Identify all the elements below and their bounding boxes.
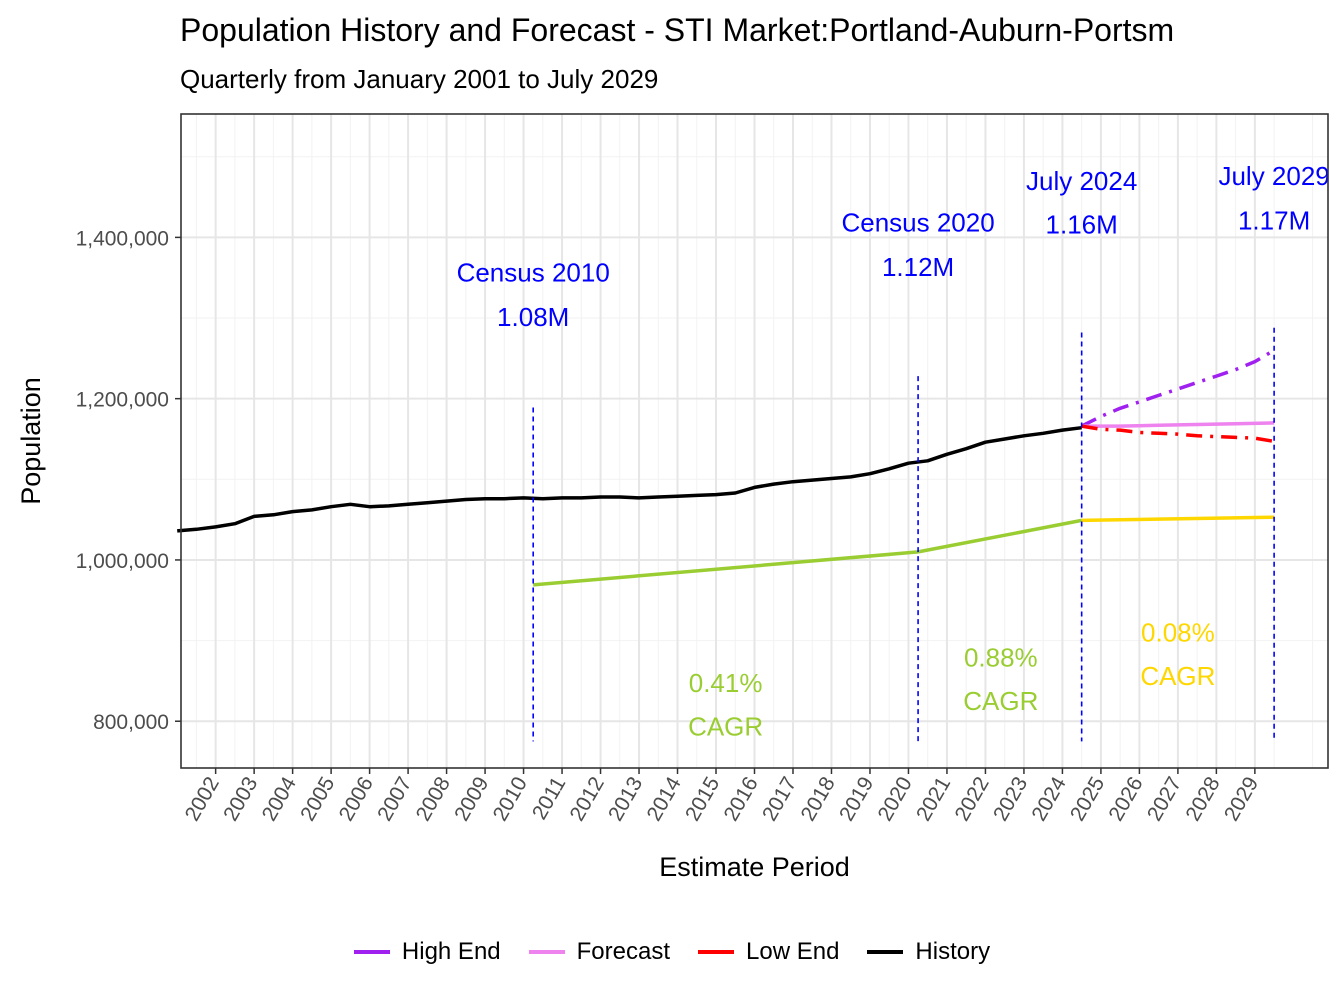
chart-subtitle: Quarterly from January 2001 to July 2029 [180,64,659,94]
legend-item-history: History [867,938,990,966]
legend-label-high-end: High End [401,938,501,965]
x-tick-label: 2012 [566,773,609,825]
x-tick-label: 2014 [643,773,686,825]
x-tick-label: 2003 [219,773,262,825]
x-tick-label: 2002 [181,773,224,825]
annotation-label: 0.08% [1141,617,1215,647]
series-line-census-2010-to-2020-trend [533,550,919,587]
x-tick-label: 2025 [1066,773,1109,825]
y-tick-label: 1,200,000 [76,389,169,412]
legend-key-history [867,950,904,954]
legend-item-high-end: High End [353,938,501,966]
x-tick-label: 2027 [1143,773,1186,825]
legend-item-low-end: Low End [698,938,839,966]
legend-key-high-end [353,950,390,954]
x-tick-label: 2026 [1104,773,1147,825]
x-tick-label: 2004 [258,773,301,825]
annotation-label: 1.12M [882,252,954,282]
x-tick-label: 2020 [874,773,917,825]
annotation-label: 1.08M [497,302,569,332]
x-tick-label: 2005 [296,773,339,825]
x-tick-label: 2018 [797,773,840,825]
chart-title: Population History and Forecast - STI Ma… [180,12,1175,48]
annotation-label: Census 2020 [841,208,994,238]
annotation-label: July 2029 [1218,161,1329,191]
annotation-label: July 2024 [1026,166,1137,196]
series-line-2020-to-2024-trend [917,518,1083,554]
x-tick-label: 2007 [373,773,416,825]
legend-label-low-end: Low End [746,938,840,965]
x-tick-label: 2029 [1220,773,1263,825]
x-tick-label: 2022 [950,773,993,825]
series-line-2024-to-2029-trend [1081,515,1275,523]
x-tick-label: 2011 [528,773,571,824]
annotation-label: 0.41% [689,668,763,698]
series-line-forecast [1081,421,1275,428]
annotation-label: 1.16M [1046,209,1118,239]
x-tick-label: 2009 [450,773,493,825]
series-line-low-end [1081,424,1275,444]
y-tick-label: 1,400,000 [76,227,169,250]
y-axis-title: Population [16,377,46,505]
annotation-label: Census 2010 [457,258,610,288]
x-tick-label: 2015 [681,773,724,825]
x-tick-label: 2016 [720,773,763,825]
x-tick-label: 2010 [489,773,532,825]
x-tick-label: 2008 [412,773,455,825]
y-tick-label: 1,000,000 [76,550,169,573]
annotation-label: CAGR [963,686,1038,716]
y-tick-label: 800,000 [93,711,169,734]
x-tick-label: 2013 [604,773,647,825]
annotation-label: 1.17M [1238,205,1310,235]
x-tick-label: 2024 [1027,773,1070,825]
legend-label-history: History [915,938,991,965]
x-tick-label: 2023 [989,773,1032,825]
legend-key-low-end [698,950,735,954]
legend-key-forecast [528,950,565,954]
x-tick-label: 2019 [835,773,878,825]
series-line-history [177,425,1082,533]
legend: High End Forecast Low End History [0,938,1344,966]
annotation-label: CAGR [688,712,763,742]
x-axis-title: Estimate Period [659,852,850,882]
legend-label-forecast: Forecast [576,938,671,965]
x-tick-label: 2017 [758,773,801,825]
x-tick-label: 2028 [1181,773,1224,825]
annotation-label: CAGR [1140,661,1215,691]
series-line-high-end [1080,348,1275,428]
x-tick-label: 2006 [335,773,378,825]
legend-item-forecast: Forecast [528,938,671,966]
x-tick-label: 2021 [912,773,955,825]
annotation-label: 0.88% [964,642,1038,672]
